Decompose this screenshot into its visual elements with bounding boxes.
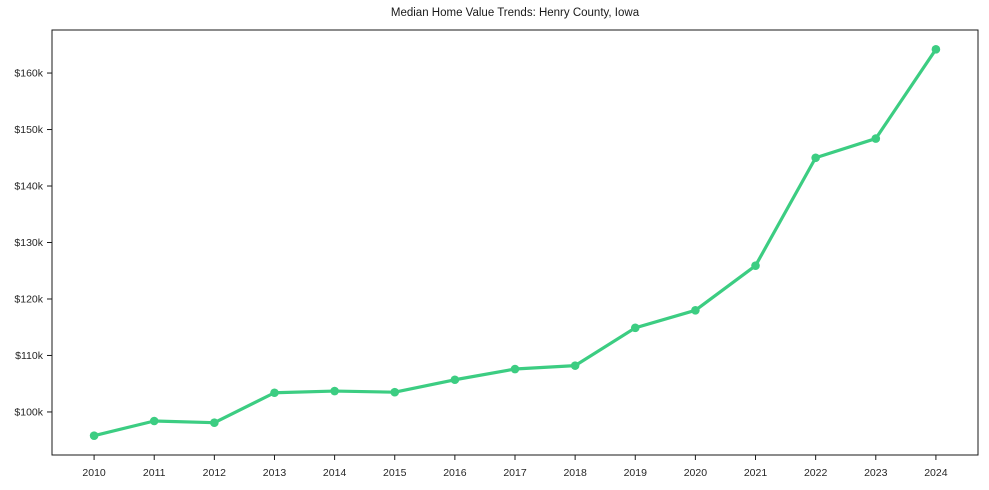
data-point-marker [390,387,400,397]
data-point-marker [811,153,820,163]
data-point-marker [931,45,941,54]
data-point-marker [330,386,339,396]
plot-frame [51,29,979,456]
y-tick-label: $150k [14,124,43,136]
data-point-marker [570,361,580,370]
x-tick-label: 2013 [263,467,287,479]
x-tick-label: 2012 [203,467,227,479]
y-tick-label: $100k [14,406,43,418]
data-point-marker [450,375,460,385]
y-tick-label: $160k [14,68,43,80]
x-tick-label: 2010 [82,467,106,479]
x-tick-label: 2019 [624,467,648,479]
data-point-marker [270,388,279,398]
data-point-marker [89,431,99,440]
y-tick-label: $110k [15,350,44,362]
x-tick-label: 2021 [744,467,768,479]
x-tick-label: 2020 [684,467,708,479]
data-point-marker [149,416,159,426]
data-point-marker [510,364,520,374]
y-tick-label: $120k [14,293,43,305]
x-tick-label: 2023 [864,467,888,479]
chart-title: Median Home Value Trends: Henry County, … [390,7,640,19]
data-point-marker [691,305,700,315]
data-point-marker [871,134,881,143]
x-tick-label: 2017 [503,467,527,479]
data-point-marker [630,323,640,333]
series-line [92,47,938,438]
x-tick-label: 2022 [804,467,828,479]
x-tick-label: 2011 [143,467,166,479]
x-tick-label: 2016 [443,467,467,479]
data-point-marker [751,261,760,270]
x-tick-label: 2024 [924,467,948,479]
x-tick-label: 2014 [323,467,347,479]
x-tick-label: 2015 [383,467,407,479]
data-point-marker [210,418,219,427]
y-tick-label: $130k [14,237,43,249]
y-tick-label: $140k [14,181,43,193]
x-tick-label: 2018 [563,467,587,479]
